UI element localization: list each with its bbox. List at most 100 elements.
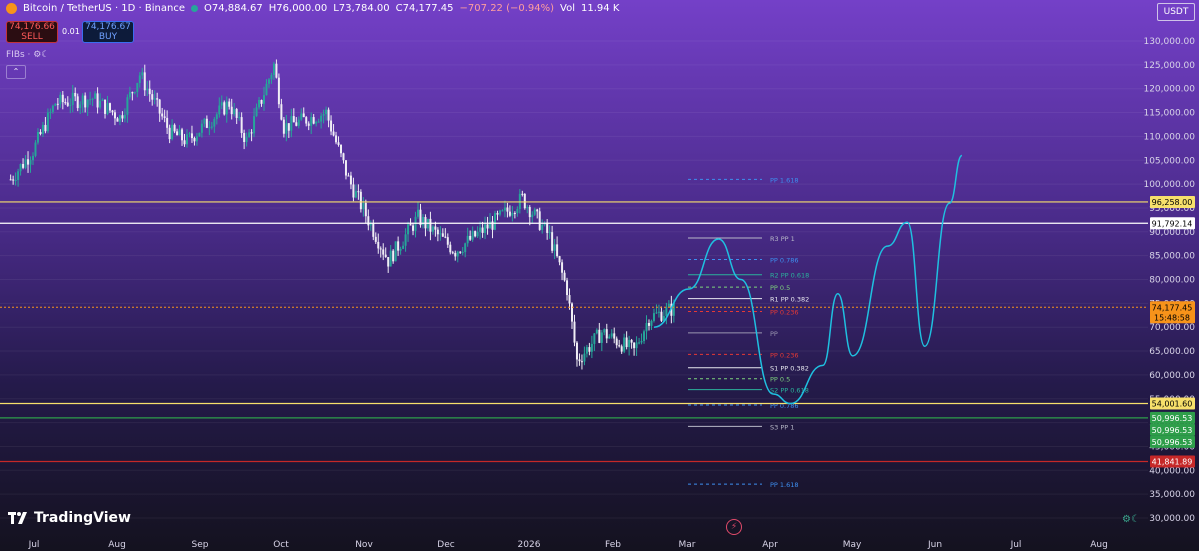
candle-body: [521, 193, 524, 195]
pivot-label: R3 PP 1: [770, 235, 795, 243]
x-tick-label: Jul: [28, 540, 40, 550]
candle-body: [593, 333, 596, 344]
candle-body: [409, 224, 412, 226]
candle-body: [585, 347, 588, 354]
candle-body: [551, 232, 554, 251]
candle-body: [166, 117, 169, 128]
candle-body: [625, 337, 628, 348]
candle-body: [36, 132, 39, 143]
candle-body: [225, 101, 228, 115]
pivot-label: PP 0.236: [770, 308, 799, 316]
candle-body: [29, 160, 32, 165]
x-tick-label: Apr: [762, 540, 778, 550]
candle-body: [419, 209, 422, 226]
candle-body: [258, 99, 261, 108]
sell-button[interactable]: 74,176.66 SELL: [6, 21, 58, 43]
y-tick-label: 70,000.00: [1149, 323, 1195, 333]
candle-body: [571, 303, 573, 322]
indicator-legend[interactable]: FIBs · ⚙☾: [6, 50, 50, 60]
price-level-label: 41,841.89: [1152, 458, 1193, 467]
candle-body: [27, 159, 30, 165]
candle-body: [121, 115, 124, 119]
candle-body: [444, 236, 447, 238]
candle-body: [349, 175, 352, 185]
candle-body: [330, 120, 333, 132]
price-level-label: 50,996.53: [1152, 426, 1193, 435]
candle-body: [501, 210, 504, 212]
candle-body: [230, 106, 233, 115]
candle-body: [590, 343, 593, 352]
candle-body: [91, 98, 94, 100]
candle-body: [104, 99, 107, 114]
candle-body: [89, 99, 92, 101]
y-tick-label: 40,000.00: [1149, 466, 1195, 476]
buy-button[interactable]: 74,176.67 BUY: [82, 21, 134, 43]
candle-body: [171, 124, 174, 140]
candle-body: [14, 180, 17, 182]
candle-body: [208, 127, 211, 129]
x-tick-label: Nov: [355, 540, 373, 550]
candle-body: [163, 116, 166, 118]
candle-body: [292, 116, 295, 123]
market-open-icon: [191, 5, 198, 12]
x-tick-label: Feb: [605, 540, 621, 550]
x-tick-label: Mar: [679, 540, 696, 550]
candle-body: [282, 119, 285, 134]
price-level-label: 74,177.45: [1152, 303, 1193, 312]
price-level-tag: [1150, 301, 1195, 324]
candle-body: [575, 342, 578, 360]
symbol-title[interactable]: Bitcoin / TetherUS · 1D · Binance: [23, 3, 185, 14]
candle-body: [536, 209, 539, 212]
candle-body: [563, 272, 566, 281]
candle-body: [307, 123, 310, 126]
replay-bolt-icon[interactable]: ⚡: [726, 519, 742, 535]
projection-drawing[interactable]: [653, 154, 963, 405]
candle-body: [553, 244, 556, 251]
price-level-label: 50,996.53: [1152, 438, 1193, 447]
candle-body: [566, 280, 569, 296]
countdown-label: 15:48:58: [1154, 313, 1190, 322]
settings-icon[interactable]: ⚙☾: [1122, 514, 1140, 525]
candle-body: [76, 96, 79, 109]
candle-body: [359, 191, 362, 210]
candle-body: [377, 241, 380, 249]
pivot-label: S2 PP 0.618: [770, 387, 809, 395]
candle-body: [74, 92, 77, 97]
candle-body: [17, 171, 20, 181]
candle-body: [660, 311, 663, 321]
candle-body: [387, 257, 390, 267]
candle-body: [203, 118, 206, 124]
candle-body: [56, 103, 59, 105]
candle-body: [548, 232, 551, 234]
candle-body: [561, 262, 564, 273]
candle-body: [12, 179, 15, 181]
candle-body: [623, 337, 626, 352]
candle-body: [265, 83, 268, 96]
candle-body: [533, 209, 536, 215]
candle-body: [44, 124, 47, 132]
candle-body: [583, 353, 586, 362]
candle-body: [421, 216, 424, 226]
candle-body: [245, 137, 248, 142]
pivot-label: R1 PP 0.382: [770, 296, 809, 304]
x-tick-label: Jun: [927, 540, 942, 550]
candle-body: [451, 252, 454, 254]
collapse-legend-button[interactable]: ⌃: [6, 65, 26, 79]
candle-body: [332, 131, 335, 136]
candle-body: [176, 131, 179, 136]
candle-body: [275, 63, 278, 78]
candle-body: [633, 342, 636, 349]
candle-body: [558, 256, 561, 263]
candle-body: [526, 207, 529, 209]
candle-body: [123, 114, 126, 119]
candle-body: [335, 135, 338, 143]
currency-button[interactable]: USDT: [1157, 3, 1195, 21]
candle-body: [193, 138, 196, 142]
candle-body: [320, 115, 323, 122]
candle-body: [79, 104, 82, 109]
candle-body: [156, 98, 159, 100]
buy-label: BUY: [98, 32, 118, 42]
y-tick-label: 30,000.00: [1149, 514, 1195, 524]
candle-body: [364, 202, 367, 217]
